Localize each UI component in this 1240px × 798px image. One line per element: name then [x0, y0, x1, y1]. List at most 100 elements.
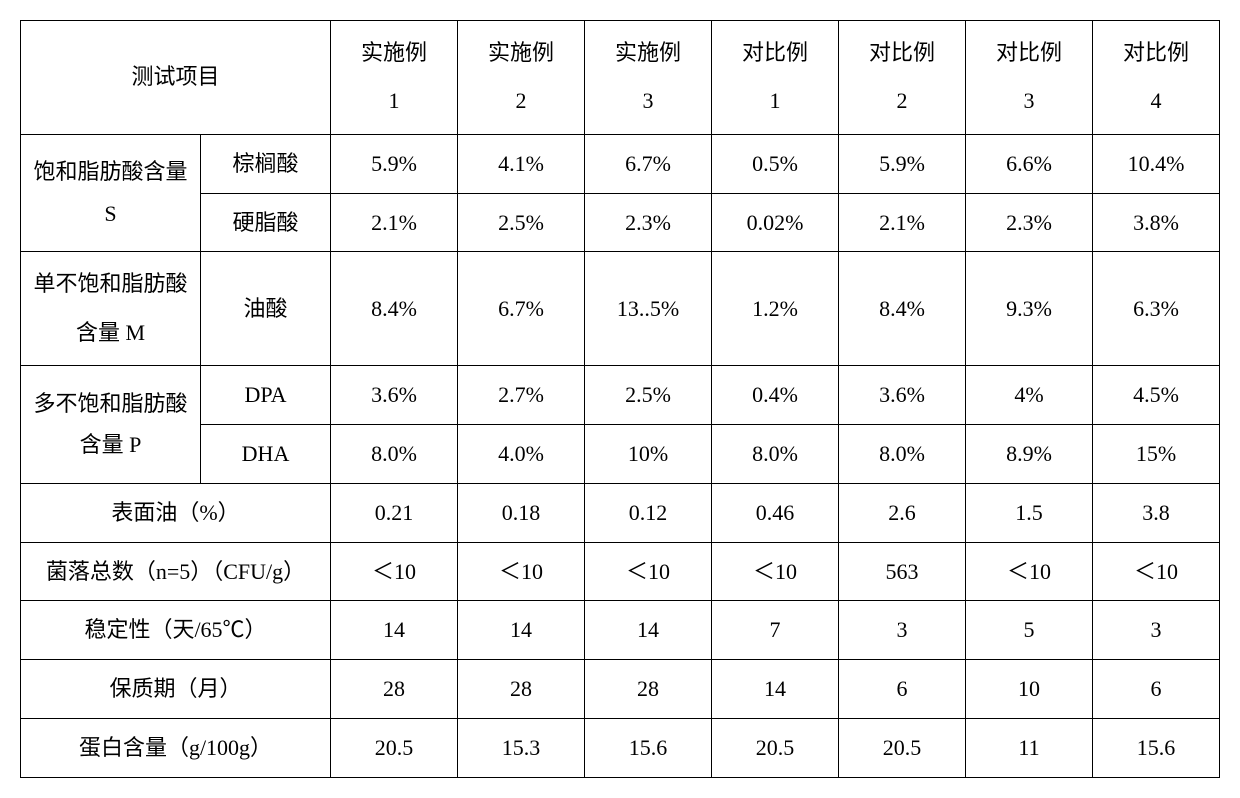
data-cell: 8.4%	[331, 252, 458, 366]
data-cell: 10	[966, 660, 1093, 719]
header-col-4: 对比例2	[839, 21, 966, 135]
table-row: 稳定性（天/65℃） 14 14 14 7 3 5 3	[21, 601, 1220, 660]
header-col-1: 实施例2	[458, 21, 585, 135]
data-cell: 6.7%	[458, 252, 585, 366]
data-cell: 15.3	[458, 718, 585, 777]
data-cell: ＜10	[712, 542, 839, 601]
header-col-5: 对比例3	[966, 21, 1093, 135]
data-cell: 0.18	[458, 483, 585, 542]
data-cell: 6.7%	[585, 134, 712, 193]
table-row: 菌落总数（n=5）（CFU/g） ＜10 ＜10 ＜10 ＜10 563 ＜10…	[21, 542, 1220, 601]
data-cell: 7	[712, 601, 839, 660]
data-cell: 14	[331, 601, 458, 660]
data-cell: ＜10	[585, 542, 712, 601]
single-row-label: 蛋白含量（g/100g）	[21, 718, 331, 777]
table-row: 保质期（月） 28 28 28 14 6 10 6	[21, 660, 1220, 719]
header-col-2: 实施例3	[585, 21, 712, 135]
data-cell: 8.9%	[966, 424, 1093, 483]
data-cell: 563	[839, 542, 966, 601]
data-cell: 3.8%	[1093, 193, 1220, 252]
data-cell: 4.5%	[1093, 366, 1220, 425]
data-cell: 2.5%	[458, 193, 585, 252]
data-cell: 0.4%	[712, 366, 839, 425]
table-row: 蛋白含量（g/100g） 20.5 15.3 15.6 20.5 20.5 11…	[21, 718, 1220, 777]
data-cell: ＜10	[1093, 542, 1220, 601]
data-cell: 6	[839, 660, 966, 719]
data-cell: 4.1%	[458, 134, 585, 193]
sub-label: 油酸	[201, 252, 331, 366]
data-cell: 3	[839, 601, 966, 660]
data-cell: 2.3%	[585, 193, 712, 252]
data-cell: 5.9%	[839, 134, 966, 193]
group-label-0: 饱和脂肪酸含量 S	[21, 134, 201, 252]
data-cell: 8.4%	[839, 252, 966, 366]
data-cell: 13..5%	[585, 252, 712, 366]
table-row: 饱和脂肪酸含量 S 棕榈酸 5.9% 4.1% 6.7% 0.5% 5.9% 6…	[21, 134, 1220, 193]
data-cell: 6	[1093, 660, 1220, 719]
data-cell: 4.0%	[458, 424, 585, 483]
table-row: DHA 8.0% 4.0% 10% 8.0% 8.0% 8.9% 15%	[21, 424, 1220, 483]
data-cell: 8.0%	[712, 424, 839, 483]
data-cell: 3	[1093, 601, 1220, 660]
table-container: 测试项目 实施例1 实施例2 实施例3 对比例1 对比例2 对比例3 对比例4 …	[20, 20, 1220, 778]
sub-label: DHA	[201, 424, 331, 483]
data-cell: 6.6%	[966, 134, 1093, 193]
header-test-item: 测试项目	[21, 21, 331, 135]
data-cell: 20.5	[712, 718, 839, 777]
data-cell: 2.6	[839, 483, 966, 542]
header-col-6: 对比例4	[1093, 21, 1220, 135]
data-cell: 6.3%	[1093, 252, 1220, 366]
data-cell: 11	[966, 718, 1093, 777]
data-cell: 5.9%	[331, 134, 458, 193]
data-cell: 28	[585, 660, 712, 719]
data-cell: 8.0%	[331, 424, 458, 483]
data-cell: 2.7%	[458, 366, 585, 425]
data-cell: 0.12	[585, 483, 712, 542]
data-cell: 0.5%	[712, 134, 839, 193]
data-cell: 10.4%	[1093, 134, 1220, 193]
sub-label: DPA	[201, 366, 331, 425]
data-cell: 14	[712, 660, 839, 719]
header-col-0: 实施例1	[331, 21, 458, 135]
data-cell: 1.2%	[712, 252, 839, 366]
data-cell: 10%	[585, 424, 712, 483]
header-col-3: 对比例1	[712, 21, 839, 135]
single-row-label: 菌落总数（n=5）（CFU/g）	[21, 542, 331, 601]
data-cell: 2.1%	[331, 193, 458, 252]
group-label-2: 多不饱和脂肪酸含量 P	[21, 366, 201, 484]
data-cell: ＜10	[966, 542, 1093, 601]
data-cell: 2.5%	[585, 366, 712, 425]
group-label-1: 单不饱和脂肪酸含量 M	[21, 252, 201, 366]
sub-label: 硬脂酸	[201, 193, 331, 252]
single-row-label: 表面油（%）	[21, 483, 331, 542]
table-row: 硬脂酸 2.1% 2.5% 2.3% 0.02% 2.1% 2.3% 3.8%	[21, 193, 1220, 252]
data-cell: 4%	[966, 366, 1093, 425]
sub-label: 棕榈酸	[201, 134, 331, 193]
data-cell: 15.6	[585, 718, 712, 777]
data-cell: ＜10	[331, 542, 458, 601]
data-cell: 0.21	[331, 483, 458, 542]
data-table: 测试项目 实施例1 实施例2 实施例3 对比例1 对比例2 对比例3 对比例4 …	[20, 20, 1220, 778]
data-cell: 5	[966, 601, 1093, 660]
data-cell: 0.46	[712, 483, 839, 542]
data-cell: 15%	[1093, 424, 1220, 483]
data-cell: 3.6%	[331, 366, 458, 425]
single-row-label: 保质期（月）	[21, 660, 331, 719]
single-row-label: 稳定性（天/65℃）	[21, 601, 331, 660]
table-row: 表面油（%） 0.21 0.18 0.12 0.46 2.6 1.5 3.8	[21, 483, 1220, 542]
data-cell: 3.8	[1093, 483, 1220, 542]
data-cell: 0.02%	[712, 193, 839, 252]
data-cell: 14	[585, 601, 712, 660]
data-cell: 2.3%	[966, 193, 1093, 252]
data-cell: 1.5	[966, 483, 1093, 542]
data-cell: 28	[331, 660, 458, 719]
data-cell: 9.3%	[966, 252, 1093, 366]
data-cell: 8.0%	[839, 424, 966, 483]
data-cell: 14	[458, 601, 585, 660]
data-cell: 20.5	[331, 718, 458, 777]
table-row: 多不饱和脂肪酸含量 P DPA 3.6% 2.7% 2.5% 0.4% 3.6%…	[21, 366, 1220, 425]
data-cell: 20.5	[839, 718, 966, 777]
data-cell: ＜10	[458, 542, 585, 601]
data-cell: 2.1%	[839, 193, 966, 252]
table-row: 单不饱和脂肪酸含量 M 油酸 8.4% 6.7% 13..5% 1.2% 8.4…	[21, 252, 1220, 366]
